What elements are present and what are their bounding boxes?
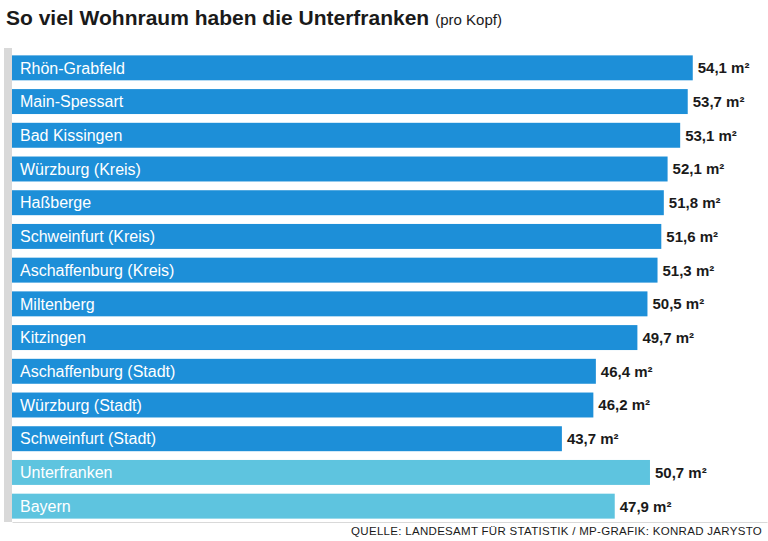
bar: [12, 325, 637, 350]
data-label: 53,7 m²: [693, 93, 745, 110]
category-labels: Rhön-Grabfeld Main-Spessart Bad Kissingen W…: [20, 60, 175, 515]
data-label: 52,1 m²: [673, 160, 725, 177]
bar: [12, 291, 647, 316]
category-label: Würzburg (Stadt): [20, 397, 142, 414]
data-label: 51,8 m²: [669, 194, 721, 211]
bar: [12, 89, 688, 114]
data-label: 46,4 m²: [601, 363, 653, 380]
data-label: 47,9 m²: [620, 498, 672, 515]
x-axis-line: [13, 522, 768, 523]
bar: [12, 258, 658, 283]
left-strip: [4, 48, 12, 522]
data-label: 53,1 m²: [685, 127, 737, 144]
bar: [12, 359, 596, 384]
data-labels: 54,1 m² 53,7 m² 53,1 m² 52,1 m² 51,8 m² 51,6 …: [567, 59, 750, 514]
category-label: Unterfranken: [20, 464, 113, 481]
data-label: 54,1 m²: [698, 59, 750, 76]
bar: [12, 494, 615, 519]
category-label: Schweinfurt (Stadt): [20, 430, 156, 447]
category-label: Aschaffenburg (Kreis): [20, 262, 174, 279]
category-label: Rhön-Grabfeld: [20, 60, 125, 77]
bar: [12, 460, 650, 485]
data-label: 51,3 m²: [663, 262, 715, 279]
source-note: QUELLE: LANDESAMT FÜR STATISTIK / MP-GRA…: [351, 525, 762, 537]
data-label: 46,2 m²: [598, 396, 650, 413]
bars: [12, 55, 693, 518]
bar: [12, 123, 680, 148]
category-label: Miltenberg: [20, 296, 95, 313]
data-label: 50,7 m²: [655, 464, 707, 481]
category-label: Aschaffenburg (Stadt): [20, 363, 175, 380]
category-label: Main-Spessart: [20, 93, 124, 110]
data-label: 50,5 m²: [652, 295, 704, 312]
bar: [12, 224, 661, 249]
title: So viel Wohnraum haben die Unterfranken (…: [6, 6, 502, 29]
chart: So viel Wohnraum haben die Unterfranken (…: [0, 0, 768, 541]
category-label: Würzburg (Kreis): [20, 161, 141, 178]
category-label: Haßberge: [20, 194, 91, 211]
category-label: Bad Kissingen: [20, 127, 122, 144]
x-axis: [13, 522, 768, 523]
subtitle: (pro Kopf): [435, 11, 502, 28]
data-label: 51,6 m²: [666, 228, 718, 245]
category-label: Kitzingen: [20, 329, 86, 346]
bar: [12, 55, 693, 80]
category-label: Bayern: [20, 498, 71, 515]
bar: [12, 190, 664, 215]
category-label: Schweinfurt (Kreis): [20, 228, 155, 245]
bar: [12, 157, 668, 182]
data-label: 43,7 m²: [567, 430, 619, 447]
bar: [12, 426, 562, 451]
annotations: QUELLE: LANDESAMT FÜR STATISTIK / MP-GRA…: [351, 525, 762, 537]
data-label: 49,7 m²: [642, 329, 694, 346]
bar: [12, 393, 593, 418]
title-text: So viel Wohnraum haben die Unterfranken: [6, 6, 429, 29]
